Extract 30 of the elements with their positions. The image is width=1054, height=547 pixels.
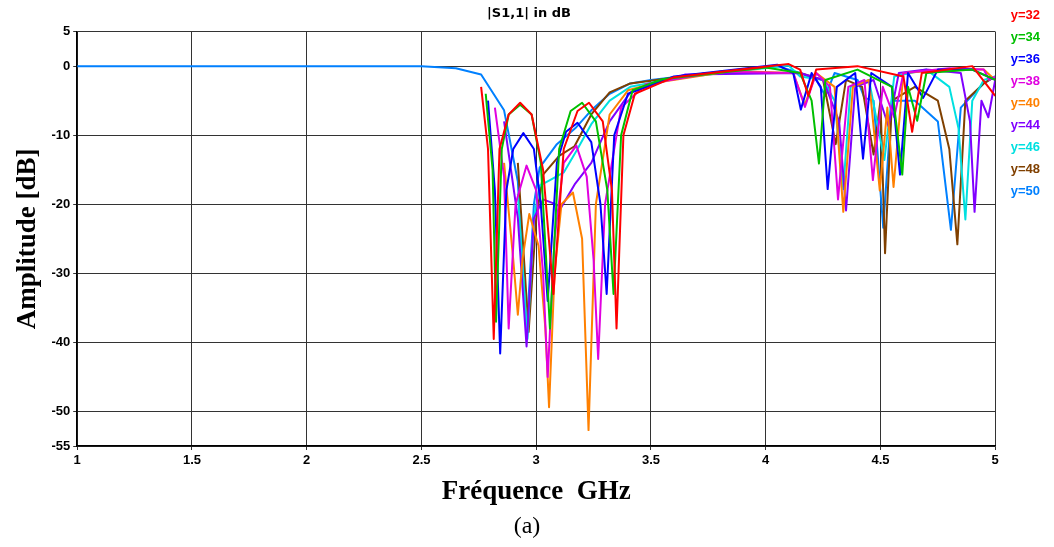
x-tick-label: 2.5 [412, 452, 431, 468]
x-tick-label: 3.5 [641, 452, 660, 468]
x-tick-label: 5 [991, 452, 999, 468]
text: (a) [512, 512, 542, 539]
x-tick-label: 4 [762, 452, 771, 468]
y-tick-label: -50 [51, 403, 71, 419]
text: y=50 [1010, 183, 1041, 199]
text: y=46 [1010, 139, 1041, 155]
y-tick-label: -55 [51, 437, 71, 453]
series-label: y=44 [1010, 117, 1041, 133]
y-tick-label: -30 [51, 264, 71, 280]
x-tick-label: 2 [303, 452, 311, 468]
y-tick-label: -20 [51, 195, 71, 211]
x-tick-label: 1 [73, 452, 81, 468]
text: y=48 [1010, 161, 1041, 177]
series-label: y=40 [1010, 95, 1041, 111]
y-tick-label: 5 [62, 23, 71, 39]
x-axis-title: Fréquence GHz [441, 474, 631, 505]
y-tick-label: -40 [51, 333, 71, 349]
series-label: y=36 [1010, 51, 1041, 67]
y-tick-label: 0 [62, 57, 71, 73]
y-axis-title: Amplitude [dB] [11, 148, 42, 330]
y-tick-label: -10 [51, 126, 71, 142]
text: y=34 [1010, 29, 1041, 45]
series-label: y=38 [1010, 73, 1041, 89]
x-tick-label: 3 [532, 452, 540, 468]
x-tick-label: 4.5 [871, 452, 890, 468]
text: y=32 [1010, 7, 1041, 23]
chart-title: |S1,1| in dB [487, 5, 571, 21]
x-tick-label: 1.5 [182, 452, 201, 468]
